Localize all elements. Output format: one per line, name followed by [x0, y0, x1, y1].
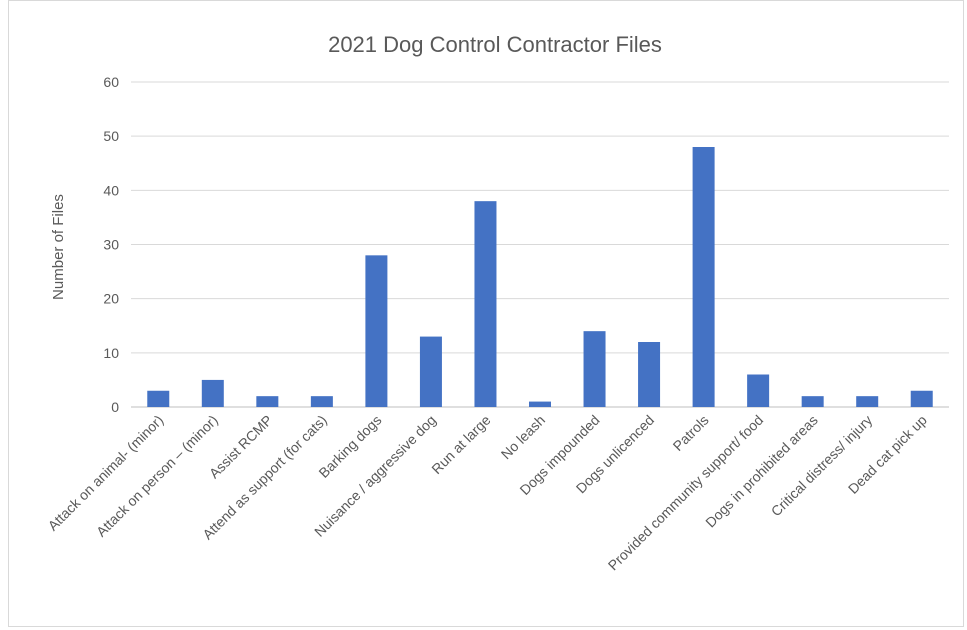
y-tick-label: 0: [111, 399, 119, 415]
y-axis-label: Number of Files: [50, 194, 67, 300]
chart-frame: 2021 Dog Control Contractor Files Number…: [8, 0, 964, 627]
bar: [147, 390, 170, 407]
bar: [365, 255, 388, 407]
chart-title: 2021 Dog Control Contractor Files: [328, 32, 662, 57]
y-tick-label: 10: [103, 345, 119, 361]
bar: [692, 147, 715, 407]
bar: [801, 396, 824, 407]
x-tick-label: Run at large: [428, 412, 493, 477]
y-tick-label: 20: [103, 291, 119, 307]
bar: [638, 342, 661, 407]
bar: [419, 336, 442, 407]
x-tick-label: No leash: [498, 412, 548, 462]
x-tick-label: Critical distress/ injury: [768, 412, 876, 520]
bar: [910, 390, 933, 407]
gridlines: [131, 81, 949, 408]
y-tick-labels: 0 10 20 30 40 50 60: [103, 74, 119, 415]
x-tick-labels: Attack on animal- (minor)Attack on perso…: [44, 412, 930, 574]
bar: [747, 374, 770, 407]
y-tick-label: 50: [103, 128, 119, 144]
y-tick-label: 60: [103, 74, 119, 90]
bar-chart: 2021 Dog Control Contractor Files Number…: [44, 32, 949, 574]
bar: [583, 331, 606, 407]
bars: [147, 147, 933, 407]
y-tick-label: 30: [103, 237, 119, 253]
bar: [256, 396, 279, 407]
bar: [310, 396, 333, 407]
x-tick-label: Patrols: [670, 412, 712, 454]
bar: [529, 401, 551, 407]
bar: [474, 201, 497, 407]
x-tick-label: Dogs in prohibited areas: [702, 412, 821, 531]
y-tick-label: 40: [103, 182, 119, 198]
bar: [856, 396, 879, 407]
bar: [201, 379, 224, 407]
